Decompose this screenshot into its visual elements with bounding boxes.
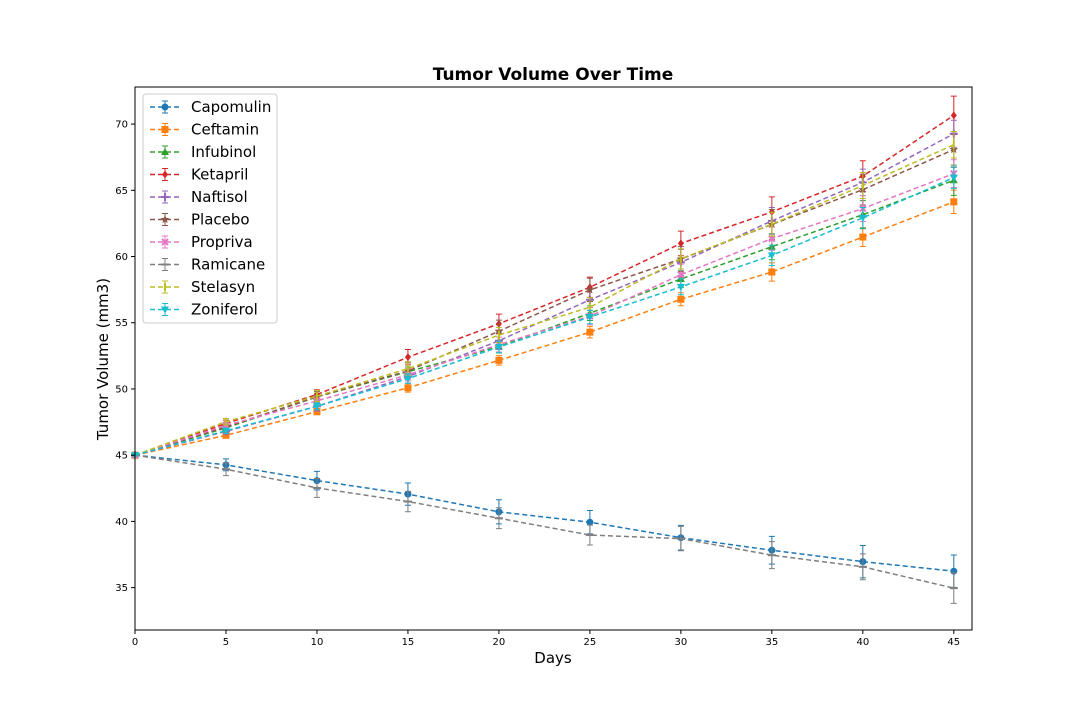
legend-label: Ramicane	[191, 256, 265, 274]
data-point	[676, 283, 685, 291]
series-line-naftisol	[134, 133, 955, 456]
data-point	[858, 214, 867, 222]
data-point	[768, 234, 776, 243]
legend-label: Propriva	[191, 233, 253, 251]
legend-label: Ketapril	[191, 166, 248, 184]
data-point	[586, 518, 594, 526]
data-point	[312, 403, 321, 411]
y-tick-label: 65	[115, 186, 128, 197]
legend-entry-ketapril: Ketapril	[150, 166, 248, 184]
y-tick-label: 45	[115, 451, 128, 462]
data-point	[494, 343, 503, 351]
data-point	[221, 427, 230, 435]
legend-label: Naftisol	[191, 188, 248, 206]
legend-marker	[162, 170, 168, 179]
y-tick-label: 40	[115, 517, 128, 528]
legend-label: Stelasyn	[191, 278, 255, 296]
x-tick-label: 10	[311, 637, 324, 648]
y-axis-label: Tumor Volume (mm3)	[94, 278, 112, 441]
legend-label: Infubinol	[191, 143, 256, 161]
legend-marker	[161, 126, 169, 133]
legend-entry-ceftamin: Ceftamin	[150, 121, 259, 139]
chart-title: Tumor Volume Over Time	[433, 65, 674, 85]
legend-entry-zoniferol: Zoniferol	[150, 301, 258, 319]
x-tick-label: 15	[402, 637, 415, 648]
legend-entry-infubinol: Infubinol	[150, 143, 256, 161]
x-tick-label: 0	[132, 637, 138, 648]
data-point	[949, 174, 958, 182]
y-tick-label: 60	[115, 252, 128, 263]
legend-marker	[161, 103, 169, 111]
series-line-placebo	[134, 148, 955, 456]
data-point	[586, 328, 594, 336]
data-point	[403, 375, 412, 383]
legend-label: Zoniferol	[191, 301, 258, 319]
x-tick-label: 35	[765, 637, 778, 648]
data-point	[768, 268, 776, 276]
data-point	[495, 356, 503, 364]
y-tick-label: 55	[115, 318, 128, 329]
data-point	[950, 111, 957, 120]
x-axis-label: Days	[534, 649, 572, 667]
legend-label: Capomulin	[191, 98, 271, 116]
data-point	[585, 314, 594, 322]
legend-marker	[161, 193, 169, 201]
data-point	[677, 295, 685, 303]
series-capomulin	[131, 451, 958, 588]
y-tick-label: 35	[115, 583, 128, 594]
legend-entry-capomulin: Capomulin	[150, 98, 271, 116]
legend-entry-naftisol: Naftisol	[150, 188, 248, 206]
x-axis-ticks: 0 5 10 15 20 25 30 35 40 45	[132, 630, 960, 648]
legend: Capomulin Ceftamin Infubinol Ketapril Naftis…	[142, 93, 278, 324]
legend-label: Ceftamin	[191, 121, 259, 139]
series-line-propriva	[134, 172, 955, 456]
series-zoniferol	[131, 166, 958, 460]
x-tick-label: 40	[856, 637, 869, 648]
data-point	[585, 285, 595, 294]
x-tick-label: 5	[223, 637, 229, 648]
axes-frame	[134, 86, 973, 631]
y-tick-label: 50	[115, 384, 128, 395]
series-ramicane	[131, 454, 958, 604]
data-point	[677, 239, 684, 248]
legend-marker	[161, 148, 169, 155]
series-line-capomulin	[134, 454, 954, 572]
data-point	[404, 384, 412, 392]
x-tick-label: 25	[584, 637, 597, 648]
legend-marker	[161, 306, 169, 314]
legend-entry-propriva: Propriva	[150, 233, 253, 251]
series-line-zoniferol	[134, 176, 955, 456]
legend-marker	[161, 238, 169, 246]
y-tick-label: 70	[115, 120, 128, 131]
data-point	[859, 233, 867, 241]
legend-marker	[160, 215, 170, 224]
series-line-ceftamin	[134, 201, 955, 456]
legend-entry-stelasyn: Stelasyn	[150, 278, 255, 296]
plot-area	[130, 95, 959, 604]
legend-entry-placebo: Placebo	[150, 211, 250, 229]
legend-entry-ramicane: Ramicane	[150, 256, 265, 274]
x-tick-label: 45	[947, 637, 960, 648]
legend-label: Placebo	[191, 211, 250, 229]
data-point	[404, 353, 411, 362]
x-tick-label: 30	[675, 637, 688, 648]
series-line-ramicane	[134, 454, 954, 589]
data-point	[313, 408, 321, 416]
series-line-stelasyn	[134, 144, 955, 456]
y-axis-ticks: 35 40 45 50 55 60 65 70	[115, 120, 135, 594]
data-point	[950, 198, 958, 206]
x-tick-label: 20	[493, 637, 506, 648]
data-point	[677, 270, 685, 279]
data-point	[767, 252, 776, 260]
